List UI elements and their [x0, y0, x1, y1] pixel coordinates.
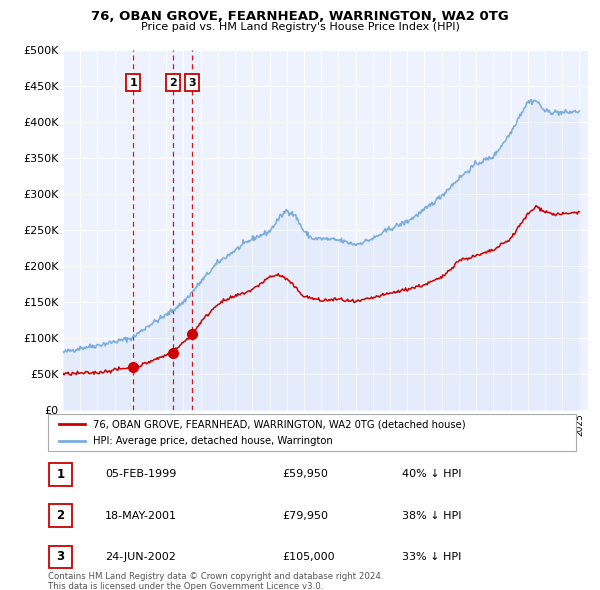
Bar: [49, 463, 72, 486]
Text: 18-MAY-2001: 18-MAY-2001: [105, 511, 177, 520]
Text: 24-JUN-2002: 24-JUN-2002: [105, 552, 176, 562]
Text: £59,950: £59,950: [282, 470, 328, 479]
Text: 76, OBAN GROVE, FEARNHEAD, WARRINGTON, WA2 0TG (detached house): 76, OBAN GROVE, FEARNHEAD, WARRINGTON, W…: [93, 419, 466, 429]
Bar: [49, 504, 72, 527]
Text: £79,950: £79,950: [282, 511, 328, 520]
Text: 2: 2: [56, 509, 65, 522]
Text: £105,000: £105,000: [282, 552, 335, 562]
Text: 76, OBAN GROVE, FEARNHEAD, WARRINGTON, WA2 0TG: 76, OBAN GROVE, FEARNHEAD, WARRINGTON, W…: [91, 10, 509, 23]
Text: 05-FEB-1999: 05-FEB-1999: [105, 470, 176, 479]
Text: Price paid vs. HM Land Registry's House Price Index (HPI): Price paid vs. HM Land Registry's House …: [140, 22, 460, 32]
Text: 38% ↓ HPI: 38% ↓ HPI: [402, 511, 461, 520]
Text: 1: 1: [130, 77, 137, 87]
Text: Contains HM Land Registry data © Crown copyright and database right 2024.: Contains HM Land Registry data © Crown c…: [48, 572, 383, 581]
Text: 40% ↓ HPI: 40% ↓ HPI: [402, 470, 461, 479]
Text: 2: 2: [169, 77, 176, 87]
Text: 3: 3: [56, 550, 65, 563]
Text: HPI: Average price, detached house, Warrington: HPI: Average price, detached house, Warr…: [93, 437, 332, 446]
Text: 1: 1: [56, 468, 65, 481]
Text: This data is licensed under the Open Government Licence v3.0.: This data is licensed under the Open Gov…: [48, 582, 323, 590]
Bar: [49, 546, 72, 568]
Text: 3: 3: [188, 77, 196, 87]
Text: 33% ↓ HPI: 33% ↓ HPI: [402, 552, 461, 562]
